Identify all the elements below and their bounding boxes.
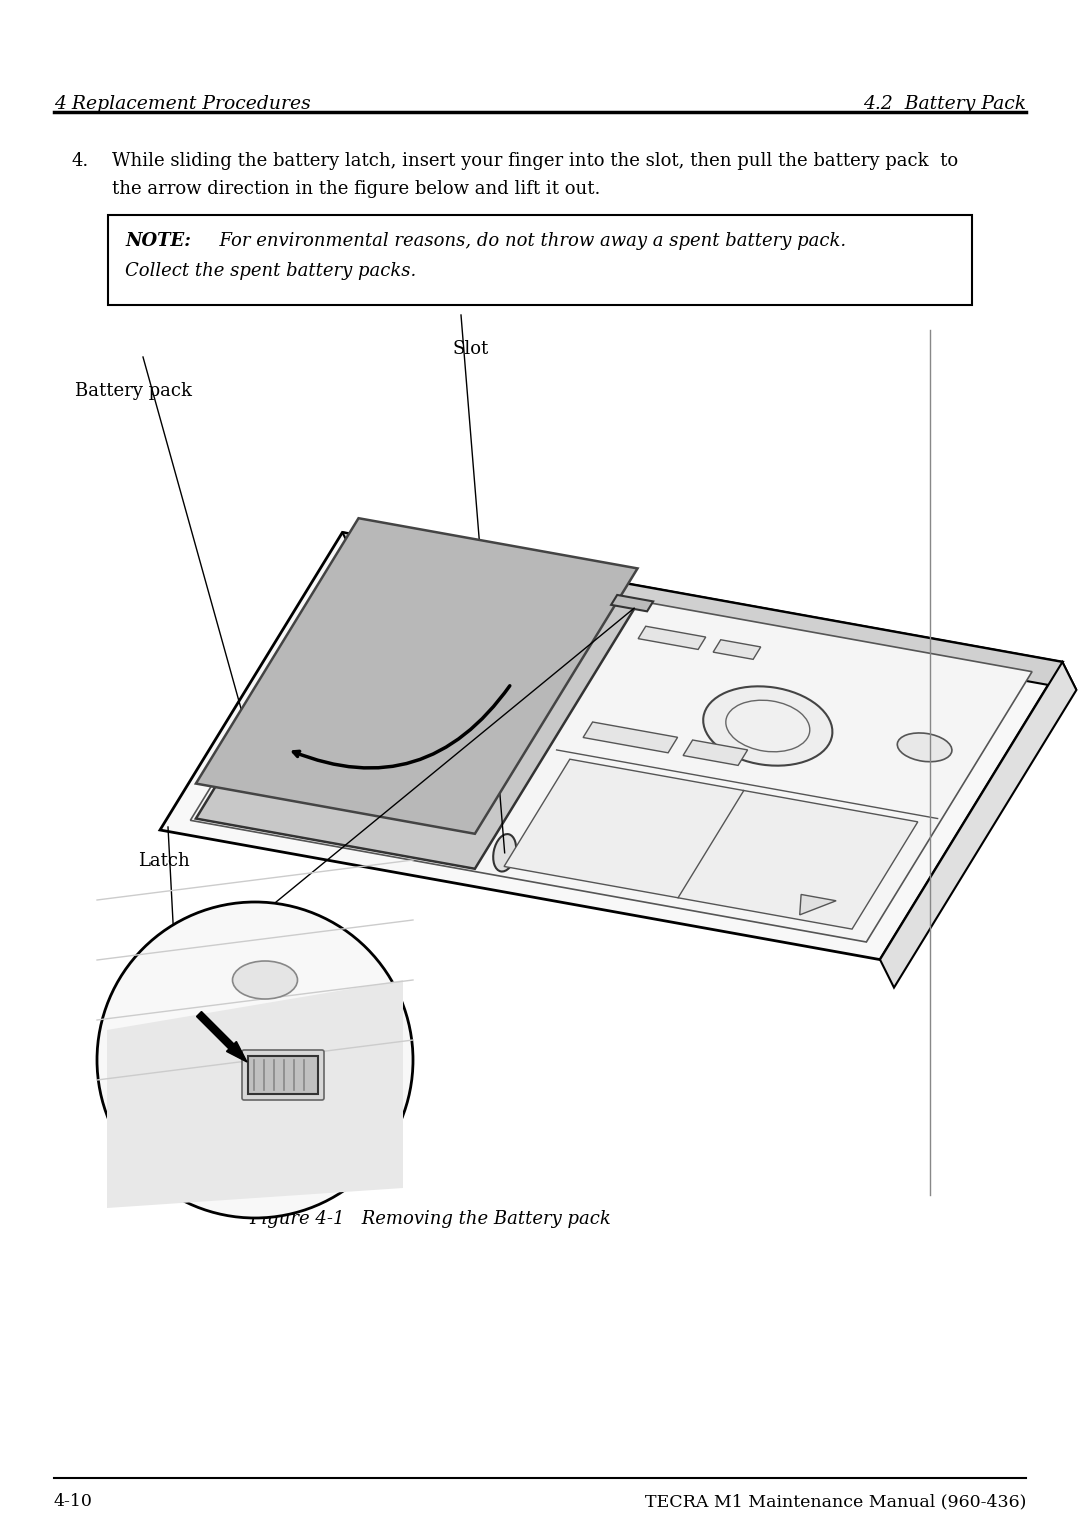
Text: Collect the spent battery packs.: Collect the spent battery packs. — [125, 262, 416, 281]
FancyBboxPatch shape — [108, 215, 972, 305]
Circle shape — [97, 901, 413, 1218]
Text: For environmental reasons, do not throw away a spent battery pack.: For environmental reasons, do not throw … — [208, 232, 846, 250]
Text: 4 Replacement Procedures: 4 Replacement Procedures — [54, 95, 311, 113]
FancyBboxPatch shape — [248, 1055, 318, 1093]
Polygon shape — [638, 627, 705, 650]
Polygon shape — [880, 662, 1077, 988]
Polygon shape — [342, 532, 1077, 689]
Text: 4.2  Battery Pack: 4.2 Battery Pack — [863, 95, 1026, 113]
Polygon shape — [583, 721, 677, 753]
Polygon shape — [684, 740, 747, 766]
Polygon shape — [799, 895, 836, 915]
Polygon shape — [713, 640, 760, 659]
Ellipse shape — [726, 700, 810, 752]
Polygon shape — [107, 981, 403, 1208]
Text: Latch: Latch — [138, 852, 190, 869]
Text: While sliding the battery latch, insert your finger into the slot, then pull the: While sliding the battery latch, insert … — [112, 152, 958, 169]
Polygon shape — [611, 595, 653, 612]
Polygon shape — [197, 1011, 247, 1061]
Ellipse shape — [703, 686, 833, 766]
Ellipse shape — [232, 961, 297, 999]
Text: the arrow direction in the figure below and lift it out.: the arrow direction in the figure below … — [112, 180, 600, 198]
Ellipse shape — [897, 734, 951, 761]
Polygon shape — [190, 551, 1032, 942]
Text: TECRA M1 Maintenance Manual (960-436): TECRA M1 Maintenance Manual (960-436) — [645, 1493, 1026, 1510]
Polygon shape — [195, 518, 637, 834]
Text: Figure 4-1   Removing the Battery pack: Figure 4-1 Removing the Battery pack — [249, 1209, 611, 1228]
Text: 4-10: 4-10 — [54, 1493, 93, 1510]
FancyBboxPatch shape — [242, 1051, 324, 1100]
Polygon shape — [504, 759, 918, 929]
Text: Battery pack: Battery pack — [75, 381, 192, 400]
Text: Slot: Slot — [453, 340, 489, 358]
Polygon shape — [160, 532, 1063, 959]
Text: NOTE:: NOTE: — [125, 232, 191, 250]
Text: 4.: 4. — [72, 152, 90, 169]
Ellipse shape — [494, 834, 516, 871]
Polygon shape — [195, 554, 637, 869]
